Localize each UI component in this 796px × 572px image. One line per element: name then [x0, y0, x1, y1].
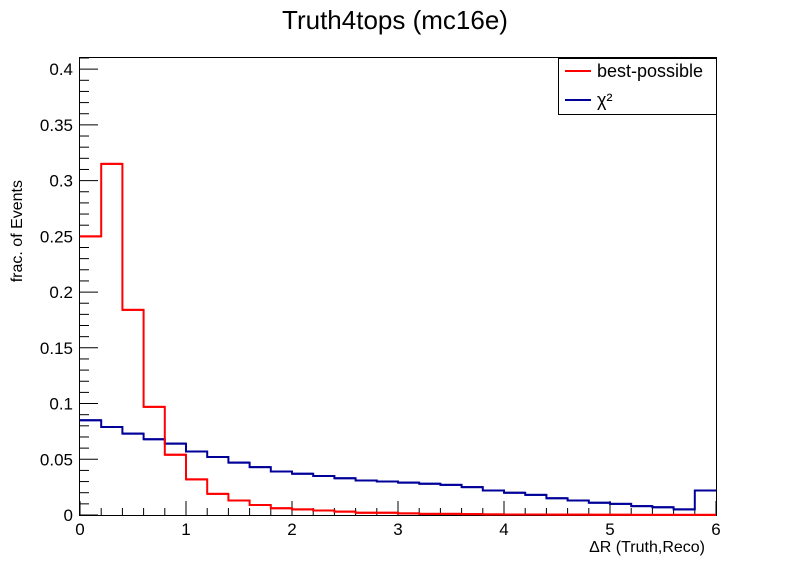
legend-label-chi2: χ²: [597, 90, 612, 110]
y-tick-label: 0.1: [49, 395, 73, 414]
x-axis-title: ΔR (Truth,Reco): [589, 539, 705, 556]
x-tick-label: 1: [181, 520, 190, 539]
y-tick-label: 0.3: [49, 172, 73, 191]
y-axis-title: frac. of Events: [9, 180, 26, 282]
plot-area: [79, 57, 717, 516]
plot-border: [79, 57, 717, 516]
y-tick-label: 0.35: [40, 116, 73, 135]
y-tick-label: 0.05: [40, 450, 73, 469]
histogram-line-best-possible: [80, 162, 716, 516]
legend-box: [558, 58, 717, 115]
y-tick-label: 0.15: [40, 339, 73, 358]
x-tick-label: 3: [393, 520, 402, 539]
x-axis: 0 1 2 3 4 5 6: [75, 501, 721, 539]
y-axis: 0 0.05 0.1 0.15 0.2 0.25 0.3 0.35 0.4: [40, 57, 98, 525]
legend-label-best-possible: best-possible: [597, 61, 703, 81]
x-tick-label: 5: [605, 520, 614, 539]
y-tick-label: 0: [64, 506, 73, 525]
x-tick-label: 6: [711, 520, 720, 539]
legend: best-possible χ²: [558, 58, 717, 115]
y-tick-label: 0.25: [40, 227, 73, 246]
y-tick-label: 0.4: [49, 60, 73, 79]
chart-title: Truth4tops (mc16e): [282, 5, 508, 35]
x-tick-label: 2: [287, 520, 296, 539]
histogram-series: [80, 162, 716, 516]
histogram-line-chi2: [80, 419, 716, 511]
x-tick-label: 0: [75, 520, 84, 539]
x-tick-label: 4: [499, 520, 508, 539]
y-tick-label: 0.2: [49, 283, 73, 302]
